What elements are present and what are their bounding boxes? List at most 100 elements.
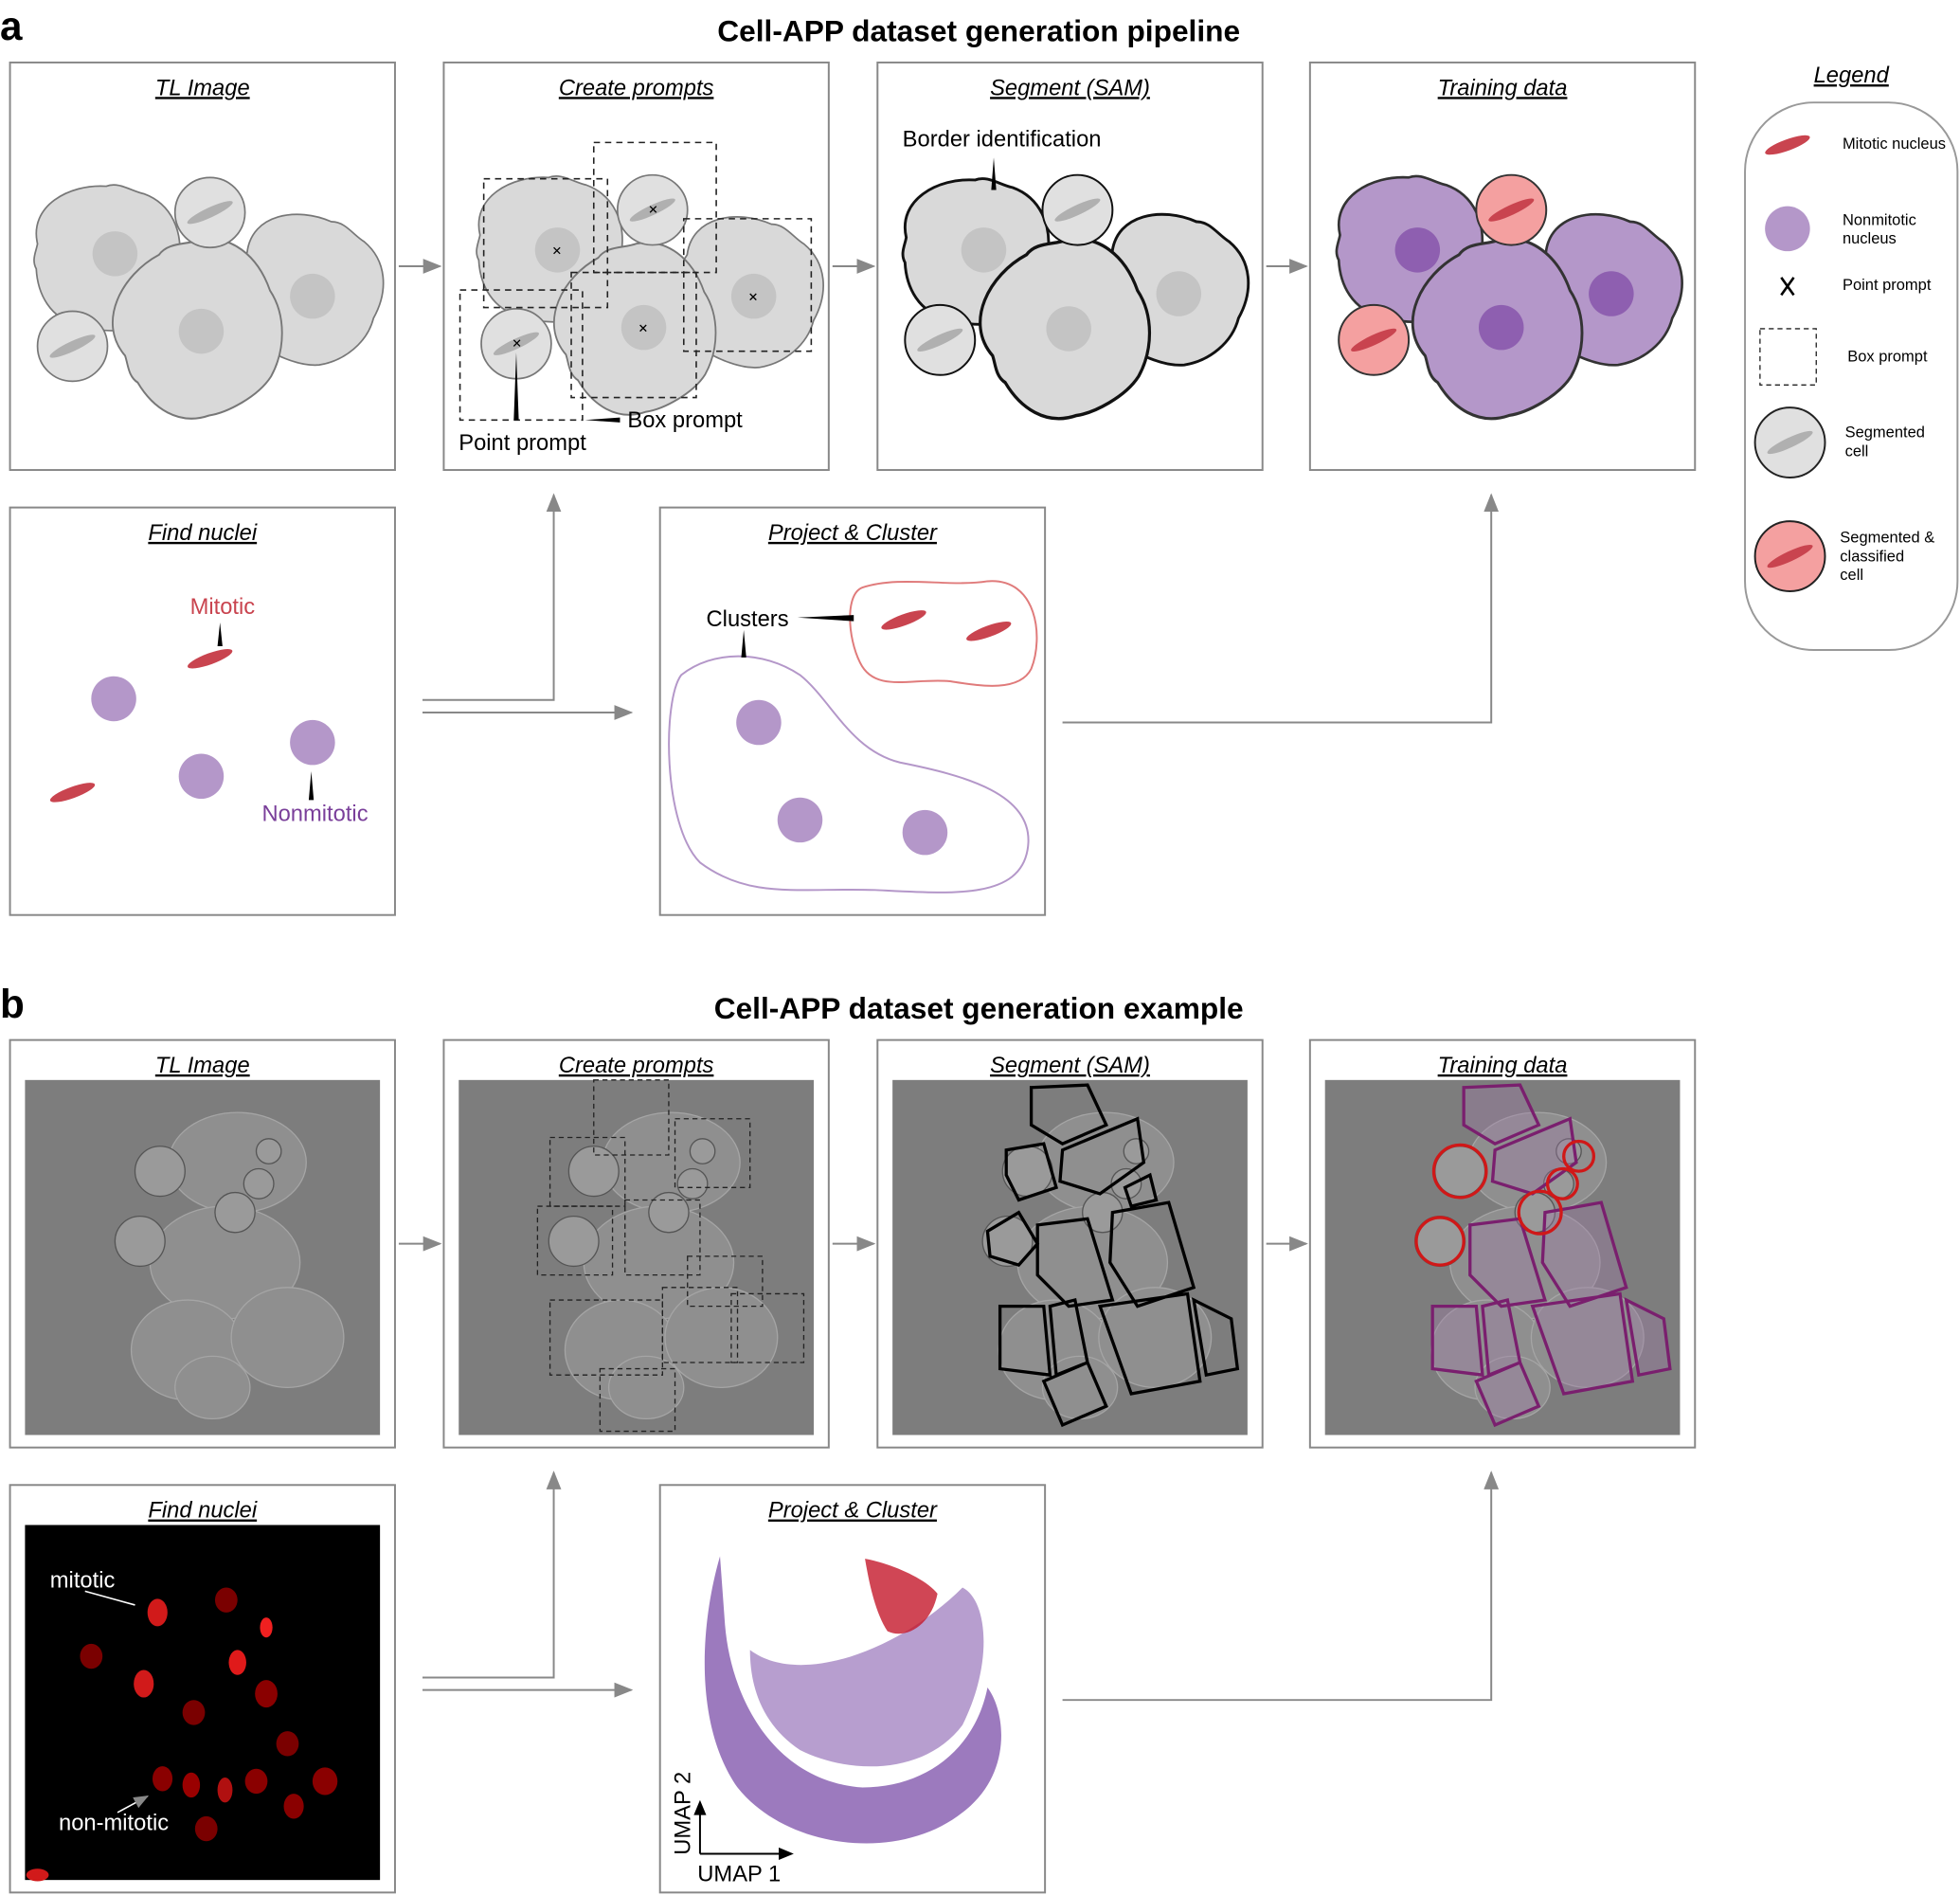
shape bbox=[422, 1471, 562, 1679]
shape bbox=[276, 1731, 299, 1757]
legend-item: classified bbox=[1840, 548, 1904, 565]
shape bbox=[26, 1868, 49, 1882]
shape bbox=[80, 1643, 103, 1669]
box-title: Training data bbox=[1438, 76, 1568, 100]
legend-title: Legend bbox=[1814, 63, 1890, 88]
shape bbox=[991, 157, 997, 190]
shape bbox=[84, 1590, 148, 1814]
shape bbox=[290, 719, 335, 766]
box-title: TL Image bbox=[155, 76, 250, 100]
shape bbox=[214, 1587, 238, 1613]
box-title: Create prompts bbox=[559, 1054, 714, 1078]
box-title: Project & Cluster bbox=[768, 1499, 938, 1524]
shape bbox=[902, 809, 948, 856]
shape bbox=[114, 1215, 166, 1268]
legend-item: Box prompt bbox=[1847, 348, 1928, 365]
shape bbox=[482, 177, 609, 309]
annotation: mitotic bbox=[50, 1568, 116, 1593]
legend-item: cell bbox=[1845, 443, 1869, 460]
shape bbox=[1767, 544, 1813, 568]
shape bbox=[26, 1587, 338, 1882]
shape bbox=[312, 1767, 338, 1796]
shape bbox=[536, 1079, 805, 1433]
shape bbox=[592, 141, 717, 274]
axis-label: UMAP 1 bbox=[697, 1862, 781, 1886]
annotation: Clusters bbox=[707, 607, 789, 632]
shape bbox=[217, 1777, 233, 1803]
shape bbox=[1046, 306, 1091, 352]
shape bbox=[255, 1138, 282, 1164]
shape bbox=[92, 231, 138, 277]
shape bbox=[1351, 328, 1397, 352]
point-prompts bbox=[512, 206, 757, 423]
shape bbox=[1562, 1139, 1596, 1173]
panel-letter: a bbox=[0, 4, 23, 48]
shape bbox=[134, 1146, 186, 1198]
shape bbox=[1394, 227, 1441, 273]
annotation: Box prompt bbox=[627, 408, 743, 433]
shape bbox=[422, 493, 562, 701]
shape bbox=[147, 1598, 168, 1627]
shape bbox=[188, 649, 233, 669]
shape bbox=[985, 1083, 1240, 1428]
legend-item: Segmented & bbox=[1840, 530, 1934, 547]
shape bbox=[290, 273, 335, 319]
annotation: Mitotic bbox=[190, 595, 256, 620]
shape bbox=[536, 1205, 614, 1276]
shape bbox=[214, 1191, 256, 1234]
shape bbox=[736, 699, 782, 746]
shape bbox=[682, 218, 813, 352]
shape bbox=[512, 206, 757, 347]
shape bbox=[230, 1287, 345, 1389]
box-title: Find nuclei bbox=[148, 1499, 258, 1524]
shape bbox=[49, 783, 96, 803]
shape bbox=[1767, 430, 1813, 455]
shape bbox=[1062, 493, 1500, 724]
shape bbox=[255, 1680, 278, 1708]
shape bbox=[881, 610, 926, 630]
annotation: Nonmitotic bbox=[261, 803, 368, 827]
shape bbox=[668, 655, 1030, 893]
box-title: Segment (SAM) bbox=[990, 1054, 1150, 1078]
shape bbox=[260, 1617, 273, 1638]
nuclei bbox=[49, 622, 335, 803]
shape bbox=[174, 1355, 251, 1420]
shape bbox=[1488, 198, 1535, 222]
micrographs bbox=[25, 1079, 1681, 1882]
legend-item: Segmented bbox=[1845, 424, 1925, 442]
shape bbox=[178, 308, 225, 354]
cells-tl bbox=[33, 176, 403, 449]
shape bbox=[698, 1812, 782, 1855]
shape bbox=[1431, 1143, 1488, 1200]
shape bbox=[91, 676, 136, 722]
shape bbox=[966, 621, 1012, 641]
shape bbox=[693, 1799, 794, 1861]
arrows bbox=[398, 1236, 1500, 1702]
shape bbox=[114, 1111, 345, 1420]
legend-item: Point prompt bbox=[1843, 277, 1932, 294]
shape bbox=[194, 1815, 218, 1842]
shape bbox=[1759, 328, 1817, 386]
cells-segmented bbox=[901, 157, 1268, 450]
axis-label: UMAP 2 bbox=[671, 1772, 695, 1855]
box-title: TL Image bbox=[155, 1054, 250, 1078]
legend bbox=[1744, 101, 1959, 652]
box-title: Find nuclei bbox=[148, 521, 258, 546]
shape bbox=[1430, 1083, 1672, 1428]
shape bbox=[1414, 1216, 1466, 1267]
shape bbox=[674, 1118, 751, 1188]
annotation: Point prompt bbox=[459, 431, 586, 456]
box-prompts bbox=[459, 141, 813, 422]
box-title: Training data bbox=[1438, 1054, 1568, 1078]
clusters bbox=[668, 580, 1038, 893]
shape bbox=[849, 580, 1038, 687]
shape bbox=[459, 289, 584, 422]
shape bbox=[182, 1700, 206, 1725]
legend-item: Mitotic nucleus bbox=[1843, 135, 1946, 153]
shape bbox=[961, 227, 1007, 273]
box-title: Segment (SAM) bbox=[990, 76, 1150, 100]
box-title: Create prompts bbox=[559, 76, 714, 100]
annotation: non-mitotic bbox=[59, 1811, 169, 1835]
